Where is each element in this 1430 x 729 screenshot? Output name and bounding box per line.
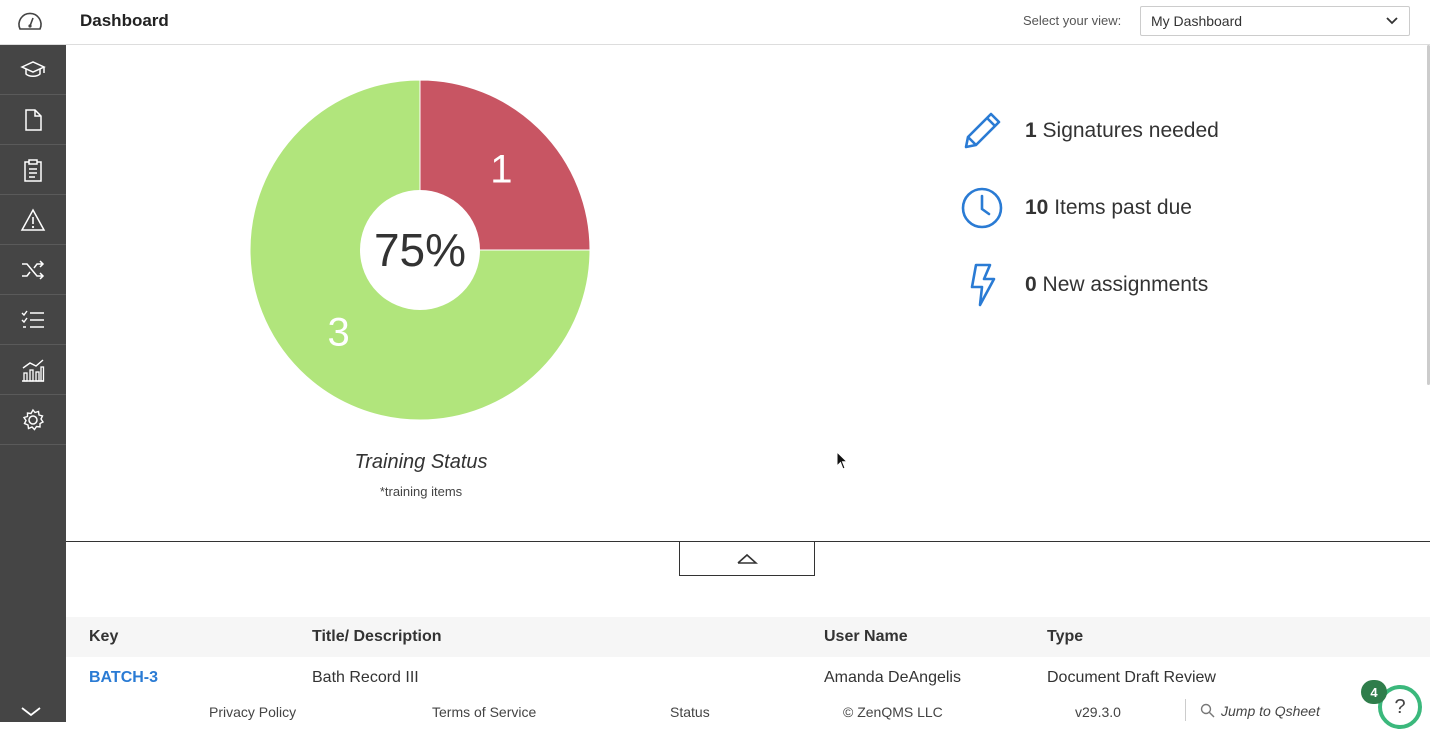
pie-chart: 13 [249, 79, 591, 421]
sidebar-item-settings[interactable] [0, 395, 66, 445]
help-icon: ? [1394, 695, 1406, 718]
jump-placeholder: Jump to Qsheet [1221, 703, 1320, 719]
chart-subtitle: *training items [379, 484, 463, 499]
pie-slice-1[interactable] [249, 79, 591, 421]
stat-label: Items past due [1054, 195, 1192, 219]
clock-icon [961, 187, 1003, 228]
column-header-user[interactable]: User Name [824, 628, 908, 645]
chevron-down-icon [1386, 17, 1398, 25]
record-title: Bath Record III [312, 669, 419, 686]
column-header-title[interactable]: Title/ Description [312, 628, 442, 645]
sidebar-item-reports[interactable] [0, 345, 66, 395]
stat-items-past-due[interactable]: 10 Items past due [958, 169, 1398, 246]
sidebar-item-training[interactable] [0, 45, 66, 95]
table-header: Key Title/ Description User Name Type [66, 617, 1430, 657]
summary-stats: 1 Signatures needed 10 Items past due 0 … [958, 92, 1398, 323]
sidebar [0, 45, 66, 722]
search-icon [1200, 703, 1215, 718]
graduation-cap-icon [20, 60, 46, 77]
stat-new-assignments[interactable]: 0 New assignments [958, 246, 1398, 323]
sidebar-item-tasks[interactable] [0, 295, 66, 345]
clipboard-icon [24, 158, 42, 182]
record-type: Document Draft Review [1047, 669, 1216, 686]
pie-slice-label-0: 1 [490, 148, 512, 192]
stat-count: 10 [1025, 195, 1049, 219]
jump-to-qsheet-input[interactable]: Jump to Qsheet [1200, 701, 1350, 721]
pie-slice-0[interactable] [419, 79, 591, 251]
view-select[interactable]: My Dashboard [1140, 6, 1410, 36]
stat-label: New assignments [1042, 272, 1209, 296]
stat-label: Signatures needed [1042, 118, 1219, 142]
mouse-cursor-icon [836, 451, 848, 470]
chevron-up-icon [737, 553, 758, 564]
record-key-link[interactable]: BATCH-3 [89, 669, 159, 686]
document-icon [25, 108, 42, 131]
column-header-key[interactable]: Key [89, 628, 119, 645]
top-bar: Dashboard Select your view: My Dashboard [0, 0, 1430, 45]
shuffle-icon [22, 259, 45, 280]
sidebar-item-change-control[interactable] [0, 245, 66, 295]
help-notification-badge[interactable]: 4 [1361, 680, 1387, 704]
table-row[interactable]: BATCH-3 Bath Record III Amanda DeAngelis… [66, 657, 1430, 698]
sidebar-item-documents[interactable] [0, 95, 66, 145]
footer-separator [1185, 699, 1186, 721]
lightning-icon [970, 263, 996, 306]
copyright: © ZenQMS LLC [843, 704, 943, 720]
footer: Privacy Policy Terms of Service Status ©… [66, 697, 1430, 722]
gear-icon [22, 408, 45, 431]
panel-divider [66, 541, 1430, 542]
sidebar-item-issues[interactable] [0, 195, 66, 245]
stat-count: 1 [1025, 118, 1037, 142]
sidebar-item-records[interactable] [0, 145, 66, 195]
terms-of-service-link[interactable]: Terms of Service [432, 704, 537, 720]
scrollbar[interactable] [1427, 45, 1430, 385]
stat-count: 0 [1025, 272, 1037, 296]
chart-title: Training Status [354, 451, 488, 473]
analytics-icon [22, 358, 45, 382]
donut-hole [360, 190, 480, 310]
stat-signatures-needed[interactable]: 1 Signatures needed [958, 92, 1398, 169]
version: v29.3.0 [1075, 704, 1121, 720]
pie-slice-label-1: 3 [328, 310, 350, 354]
checklist-icon [21, 310, 44, 328]
sidebar-collapse-chevron-icon[interactable] [18, 704, 44, 718]
privacy-policy-link[interactable]: Privacy Policy [209, 704, 297, 720]
page-title: Dashboard [80, 11, 169, 30]
view-select-value: My Dashboard [1151, 13, 1243, 29]
dashboard-gauge-icon[interactable] [16, 9, 44, 35]
status-link[interactable]: Status [670, 704, 710, 720]
warning-icon [20, 207, 46, 231]
collapse-panel-button[interactable] [679, 542, 815, 576]
column-header-type[interactable]: Type [1047, 628, 1084, 645]
pencil-icon [964, 112, 1001, 148]
view-select-label: Select your view: [1023, 13, 1122, 28]
record-user: Amanda DeAngelis [824, 669, 961, 686]
assignments-table: Key Title/ Description User Name Type BA… [66, 617, 1430, 698]
